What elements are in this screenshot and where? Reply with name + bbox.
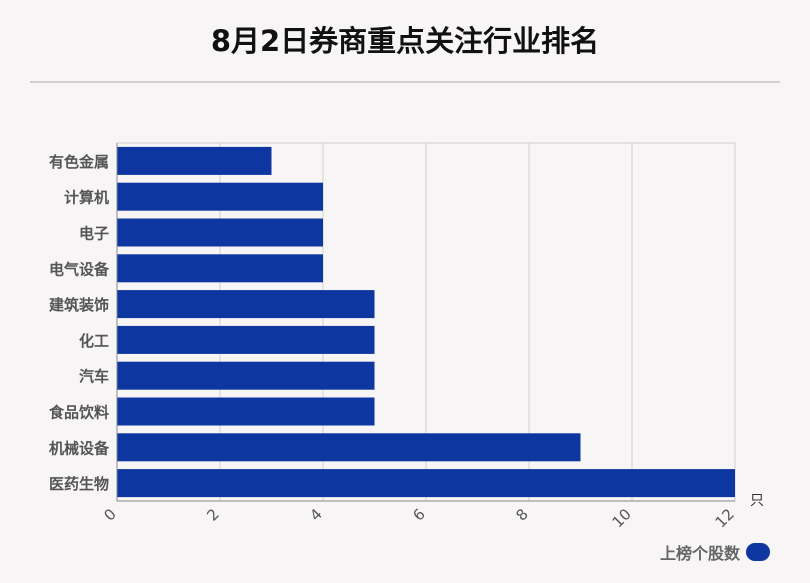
- bar: [117, 182, 323, 211]
- legend[interactable]: 上榜个股数: [660, 540, 770, 564]
- x-tick-label: 8: [512, 505, 531, 524]
- bar: [117, 146, 272, 175]
- category-label: 建筑装饰: [49, 296, 109, 314]
- category-label: 机械设备: [49, 439, 110, 457]
- category-label: 医药生物: [49, 475, 109, 493]
- category-label: 化工: [79, 332, 109, 350]
- category-label: 汽车: [79, 368, 109, 386]
- x-tick-label: 10: [609, 505, 635, 531]
- x-tick-label: 2: [203, 505, 222, 524]
- bar: [117, 433, 581, 462]
- bar: [117, 397, 375, 426]
- x-unit-label: 只: [750, 493, 764, 509]
- title-divider: [30, 81, 780, 83]
- bar: [117, 218, 323, 247]
- bar: [117, 254, 323, 283]
- bar: [117, 290, 375, 319]
- category-label: 食品饮料: [49, 404, 109, 422]
- legend-label: 上榜个股数: [659, 544, 740, 563]
- chart-title: 8月2日券商重点关注行业排名: [210, 24, 600, 58]
- bar: [117, 469, 735, 498]
- category-label: 电子: [79, 225, 109, 243]
- bar: [117, 325, 375, 354]
- legend-swatch: [746, 543, 770, 561]
- bar: [117, 361, 375, 390]
- x-tick-label: 6: [409, 505, 428, 524]
- x-tick-label: 12: [712, 505, 738, 531]
- category-label: 有色金属: [49, 153, 109, 171]
- category-label: 电气设备: [49, 260, 110, 278]
- x-tick-label: 4: [306, 505, 325, 524]
- x-tick-label: 0: [100, 505, 119, 524]
- category-label: 计算机: [64, 189, 109, 207]
